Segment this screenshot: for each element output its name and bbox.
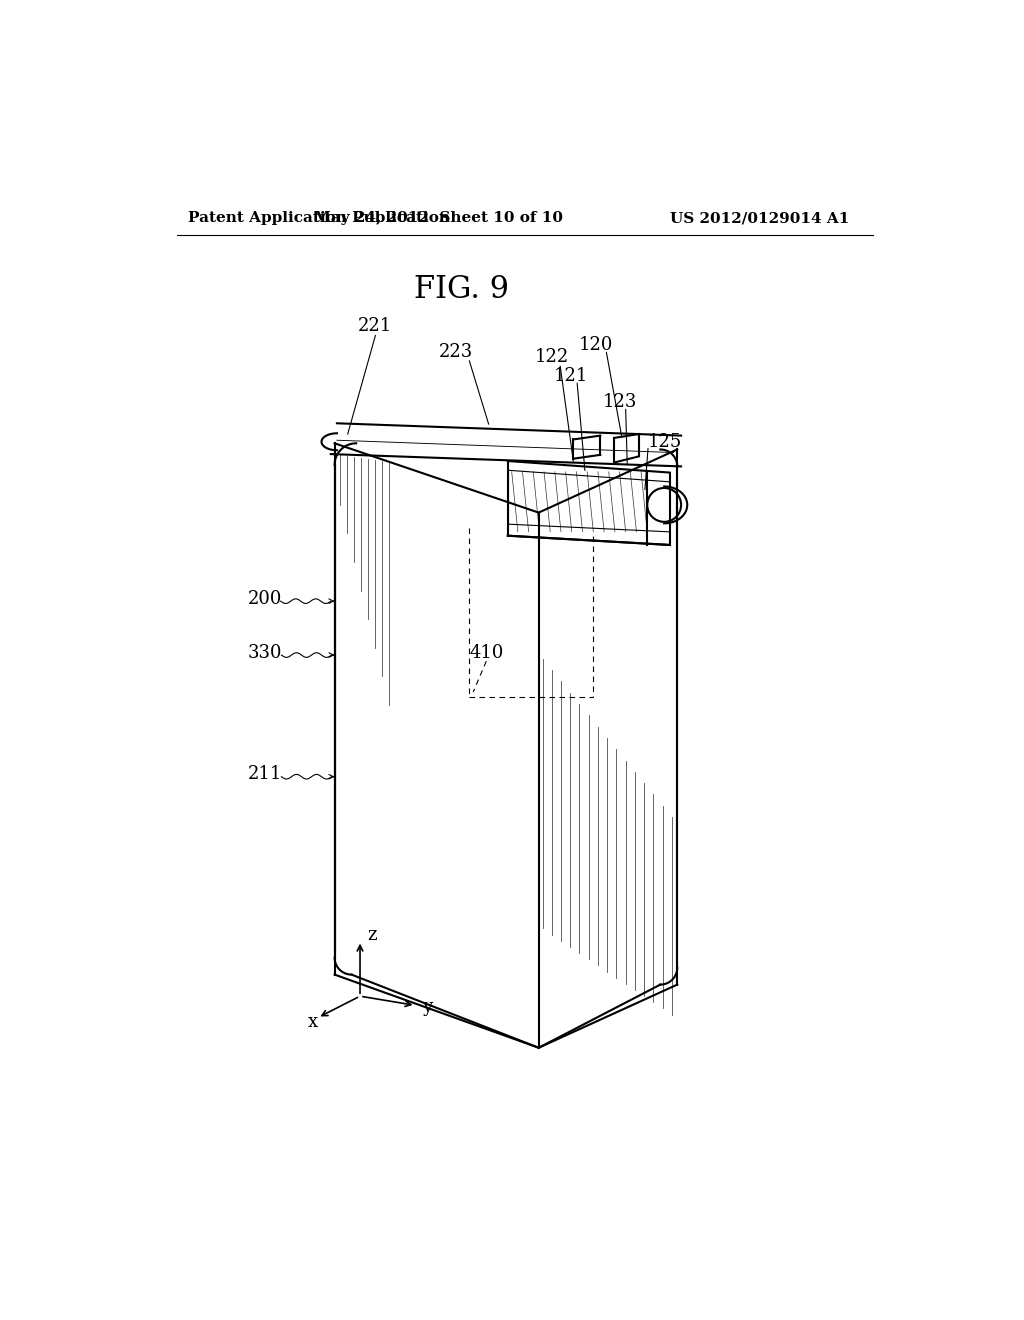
Text: z: z <box>367 925 377 944</box>
Text: Patent Application Publication: Patent Application Publication <box>188 211 451 226</box>
Text: 125: 125 <box>648 433 682 450</box>
Text: 200: 200 <box>248 590 283 607</box>
Text: 211: 211 <box>248 766 283 783</box>
Text: 221: 221 <box>358 317 392 335</box>
Text: 410: 410 <box>469 644 504 661</box>
Text: FIG. 9: FIG. 9 <box>414 273 509 305</box>
Text: 123: 123 <box>603 393 638 411</box>
Text: 223: 223 <box>438 343 473 362</box>
Text: y: y <box>422 998 432 1016</box>
Text: 330: 330 <box>248 644 283 661</box>
Text: x: x <box>307 1012 317 1031</box>
Text: 121: 121 <box>554 367 588 384</box>
Text: 120: 120 <box>580 335 613 354</box>
Text: US 2012/0129014 A1: US 2012/0129014 A1 <box>670 211 849 226</box>
Text: 122: 122 <box>535 348 569 366</box>
Text: May 24, 2012  Sheet 10 of 10: May 24, 2012 Sheet 10 of 10 <box>314 211 563 226</box>
